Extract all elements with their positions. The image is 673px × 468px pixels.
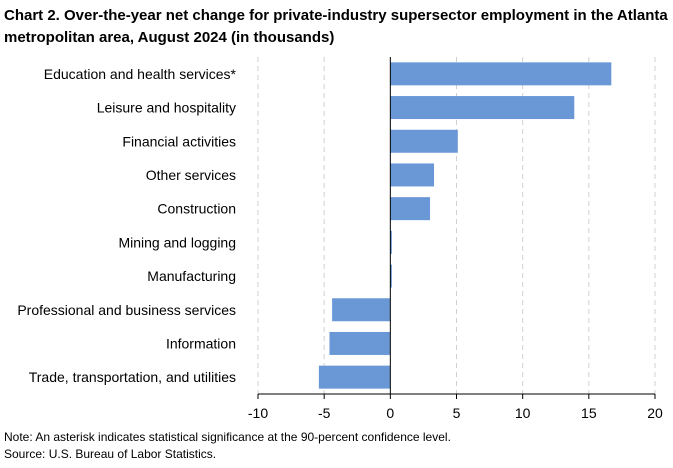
bars bbox=[318, 62, 612, 389]
bar bbox=[390, 96, 575, 120]
bar bbox=[390, 230, 392, 254]
chart-title: Chart 2. Over-the-year net change for pr… bbox=[4, 7, 668, 46]
category-label: Professional and business services bbox=[17, 302, 236, 318]
x-tick-label: 0 bbox=[386, 405, 394, 421]
category-label: Construction bbox=[157, 201, 236, 217]
source-note: Source: U.S. Bureau of Labor Statistics. bbox=[4, 447, 217, 461]
bar bbox=[390, 197, 431, 221]
x-tick-label: -5 bbox=[318, 405, 331, 421]
x-tick-label: 10 bbox=[515, 405, 531, 421]
bar bbox=[390, 264, 392, 288]
x-tick-label: 5 bbox=[453, 405, 461, 421]
category-label: Mining and logging bbox=[118, 234, 236, 250]
category-label: Manufacturing bbox=[147, 268, 236, 284]
category-label: Other services bbox=[146, 167, 236, 183]
category-labels: Education and health services* Leisure an… bbox=[17, 66, 236, 385]
bar bbox=[318, 365, 391, 389]
bar bbox=[329, 331, 391, 355]
category-label: Financial activities bbox=[122, 133, 236, 149]
category-label: Leisure and hospitality bbox=[97, 100, 236, 116]
bar bbox=[390, 129, 458, 153]
category-label: Information bbox=[166, 335, 236, 351]
bar bbox=[332, 298, 391, 322]
bar bbox=[390, 163, 435, 187]
category-label: Education and health services* bbox=[44, 66, 237, 82]
x-tick-labels: -10 -5 0 5 10 15 20 bbox=[248, 394, 663, 421]
bar bbox=[390, 62, 612, 86]
footnote: Note: An asterisk indicates statistical … bbox=[4, 430, 451, 444]
x-tick-label: -10 bbox=[248, 405, 268, 421]
x-tick-label: 20 bbox=[647, 405, 663, 421]
category-label: Trade, transportation, and utilities bbox=[29, 369, 236, 385]
x-tick-label: 15 bbox=[581, 405, 597, 421]
